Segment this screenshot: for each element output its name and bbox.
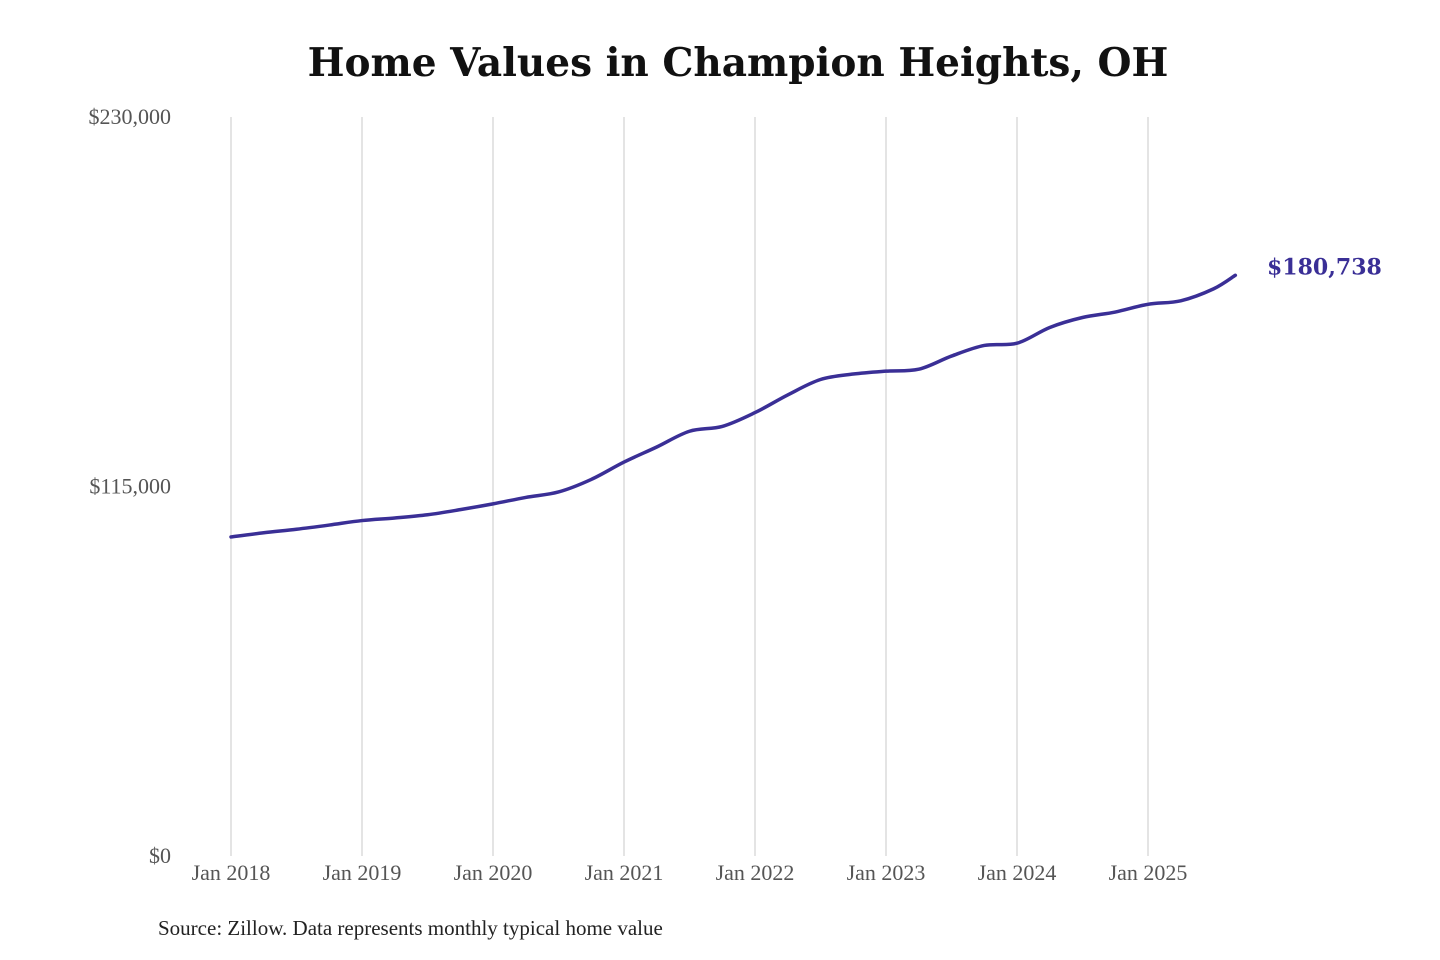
x-tick-label: Jan 2019 xyxy=(323,860,402,885)
series-line xyxy=(229,273,1238,539)
source-note: Source: Zillow. Data represents monthly … xyxy=(158,916,663,940)
x-tick-label: Jan 2020 xyxy=(454,860,533,885)
x-tick-label: Jan 2021 xyxy=(585,860,664,885)
y-tick-label: $0 xyxy=(149,843,171,868)
y-tick-label: $115,000 xyxy=(89,474,171,499)
x-tick-label: Jan 2024 xyxy=(978,860,1057,885)
end-value-label: $180,738 xyxy=(1267,254,1382,280)
x-tick-label: Jan 2022 xyxy=(716,860,795,885)
x-tick-label: Jan 2025 xyxy=(1109,860,1188,885)
x-tick-label: Jan 2023 xyxy=(847,860,926,885)
y-tick-label: $230,000 xyxy=(89,104,172,129)
x-tick-label: Jan 2018 xyxy=(192,860,271,885)
chart-title: Home Values in Champion Heights, OH xyxy=(307,40,1169,86)
